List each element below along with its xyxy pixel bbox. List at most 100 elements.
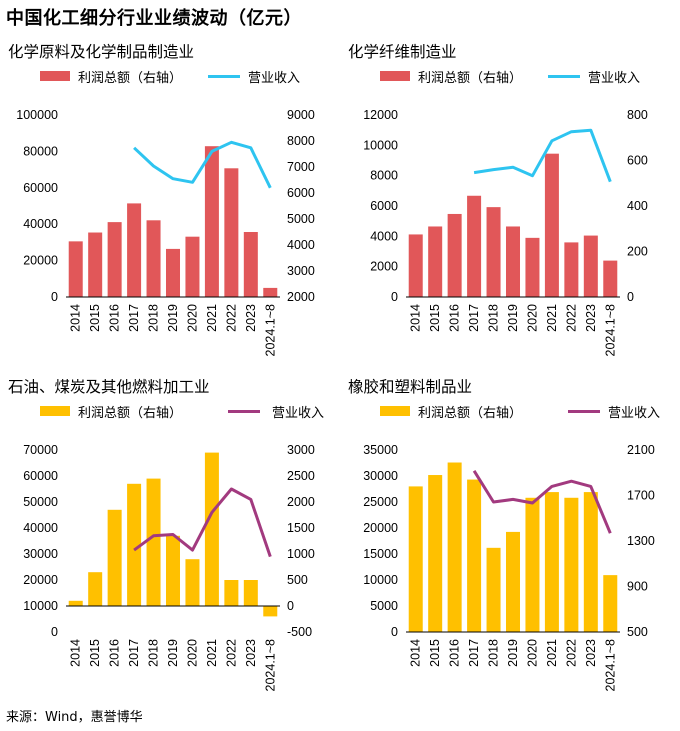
bar bbox=[165, 535, 181, 606]
bar bbox=[107, 222, 122, 297]
legend-line-swatch bbox=[568, 410, 600, 413]
bar bbox=[447, 462, 462, 632]
right-axis-tick-label: 1700 bbox=[627, 489, 655, 503]
category-label: 2024.1~8 bbox=[603, 639, 617, 692]
left-axis-tick-label: 0 bbox=[391, 290, 398, 304]
left-axis-tick-label: 4000 bbox=[370, 229, 398, 243]
left-axis-tick-label: 10000 bbox=[23, 599, 58, 613]
right-axis-tick-label: 4000 bbox=[287, 238, 315, 252]
right-axis-tick-label: 200 bbox=[627, 245, 648, 259]
bar bbox=[243, 580, 258, 606]
left-axis-tick-label: 70000 bbox=[23, 443, 58, 457]
right-axis-tick-label: 9000 bbox=[287, 108, 315, 122]
category-label: 2021 bbox=[205, 304, 219, 332]
bar bbox=[204, 146, 219, 297]
legend-bar-label: 利润总额（右轴） bbox=[78, 71, 183, 86]
right-axis-tick-label: 0 bbox=[287, 599, 294, 613]
page-title: 中国化工细分行业业绩波动（亿元） bbox=[6, 8, 302, 29]
left-axis-tick-label: 60000 bbox=[23, 469, 58, 483]
bar bbox=[525, 237, 540, 297]
bar bbox=[146, 478, 161, 606]
category-label: 2023 bbox=[584, 639, 598, 667]
bar bbox=[486, 207, 501, 297]
category-label: 2022 bbox=[224, 639, 238, 667]
left-axis-tick-label: 40000 bbox=[23, 217, 58, 231]
bar bbox=[204, 452, 219, 606]
bar bbox=[428, 475, 443, 632]
category-label: 2017 bbox=[127, 304, 141, 332]
combo-chart: 0 20000 40000 60000 80000 100000 2000 3000 4000 5… bbox=[16, 108, 315, 357]
bar bbox=[408, 486, 423, 632]
bar bbox=[583, 235, 598, 297]
left-axis-tick-label: 20000 bbox=[363, 521, 398, 535]
left-axis-tick-label: 80000 bbox=[23, 144, 58, 158]
category-label: 2016 bbox=[448, 304, 462, 332]
bar bbox=[505, 531, 521, 632]
right-axis-tick-label: 8000 bbox=[287, 134, 315, 148]
chart-title: 化学原料及化学制品制造业 bbox=[8, 43, 195, 61]
category-label: 2016 bbox=[448, 639, 462, 667]
bar bbox=[447, 213, 462, 297]
right-axis-tick-label: 6000 bbox=[287, 186, 315, 200]
legend-line-label: 营业收入 bbox=[588, 71, 641, 86]
category-label: 2018 bbox=[487, 639, 501, 667]
category-label: 2021 bbox=[545, 639, 559, 667]
bar bbox=[146, 220, 161, 297]
left-axis-tick-label: 10000 bbox=[363, 138, 398, 152]
left-axis-tick-label: 30000 bbox=[363, 469, 398, 483]
left-axis-tick-label: 50000 bbox=[23, 495, 58, 509]
bar bbox=[243, 232, 258, 297]
bar bbox=[525, 497, 540, 632]
legend-line-swatch bbox=[208, 75, 240, 78]
category-label: 2022 bbox=[564, 639, 578, 667]
legend-bar-label: 利润总额（右轴） bbox=[418, 71, 523, 86]
bar bbox=[185, 559, 200, 606]
left-axis-tick-label: 2000 bbox=[370, 260, 398, 274]
left-axis-tick-label: 0 bbox=[51, 290, 58, 304]
chart-panel-petroleum-coal: 石油、煤炭及其他燃料加工业 利润总额（右轴） 营业收入 0 10000 20000 3… bbox=[0, 375, 340, 715]
bar bbox=[564, 242, 579, 297]
left-axis-tick-label: 20000 bbox=[23, 254, 58, 268]
category-label: 2020 bbox=[185, 304, 199, 332]
revenue-line bbox=[133, 487, 272, 558]
right-axis-tick-label: 2500 bbox=[287, 469, 315, 483]
right-axis-tick-label: 0 bbox=[627, 290, 634, 304]
right-axis-tick-label: 1300 bbox=[627, 534, 655, 548]
legend-line-label: 营业收入 bbox=[608, 406, 661, 421]
right-axis-tick-label: 5000 bbox=[287, 212, 315, 226]
bar bbox=[185, 236, 200, 297]
category-label: 2022 bbox=[564, 304, 578, 332]
bar bbox=[88, 572, 103, 606]
chart-panel-chemical-fiber: 化学纤维制造业 利润总额（右轴） 营业收入 0 2000 4000 6000 8000 1… bbox=[340, 40, 680, 380]
category-label: 2024.1~8 bbox=[263, 304, 277, 357]
chart-title: 化学纤维制造业 bbox=[348, 43, 457, 61]
bar bbox=[544, 153, 559, 297]
category-label: 2017 bbox=[467, 304, 481, 332]
legend-line-swatch bbox=[228, 410, 260, 413]
bar bbox=[263, 287, 278, 297]
right-axis-tick-label: 500 bbox=[287, 573, 308, 587]
combo-chart: 010000200003000040000500006000070000-500… bbox=[23, 443, 315, 691]
left-axis-tick-label: 100000 bbox=[16, 108, 58, 122]
left-axis-tick-label: 15000 bbox=[363, 547, 398, 561]
bar bbox=[603, 575, 618, 632]
category-label: 2018 bbox=[487, 304, 501, 332]
category-label: 2014 bbox=[69, 639, 83, 667]
revenue-line bbox=[472, 470, 612, 534]
bar bbox=[467, 195, 482, 297]
legend-bar-label: 利润总额（右轴） bbox=[418, 406, 523, 421]
bar bbox=[107, 509, 122, 606]
category-label: 2022 bbox=[224, 304, 238, 332]
right-axis-tick-label: 900 bbox=[627, 580, 648, 594]
category-label: 2021 bbox=[545, 304, 559, 332]
bar bbox=[564, 497, 579, 632]
bar bbox=[428, 226, 443, 297]
bar bbox=[68, 241, 83, 297]
bar bbox=[127, 483, 142, 606]
left-axis-tick-label: 60000 bbox=[23, 181, 58, 195]
category-label: 2015 bbox=[88, 304, 102, 332]
right-axis-tick-label: 2000 bbox=[287, 290, 315, 304]
category-label: 2016 bbox=[108, 639, 122, 667]
right-axis-tick-label: 500 bbox=[627, 625, 648, 639]
source-note: 来源：Wind，惠誉博华 bbox=[6, 710, 143, 725]
